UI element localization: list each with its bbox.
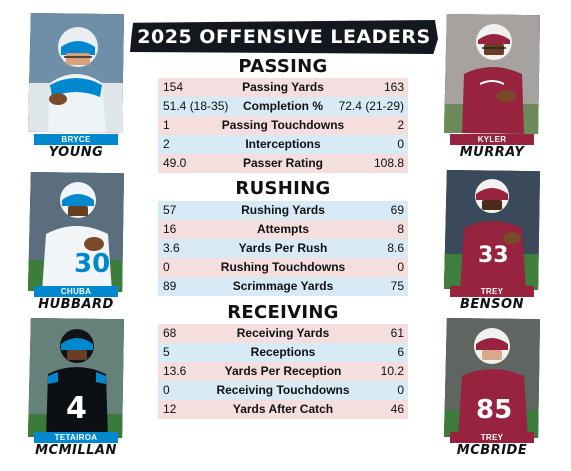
jersey-number: 30 [74, 249, 110, 279]
section-title-receiving: RECEIVING [227, 302, 339, 323]
jersey-number: 4 [66, 391, 87, 426]
right-value: 69 [390, 203, 404, 217]
player-last-name: MURRAY [459, 145, 525, 160]
stat-label: Yards Per Reception [224, 364, 342, 378]
right-value: 0 [397, 260, 404, 274]
left-value: 13.6 [163, 364, 187, 378]
page-title: 2025 OFFENSIVE LEADERS [137, 26, 431, 48]
stat-row: 68 Receiving Yards 61 [158, 324, 408, 343]
stat-row: 16 Attempts 8 [158, 220, 408, 239]
left-value: 1 [163, 118, 170, 132]
right-value: 6 [397, 345, 404, 359]
left-value: 5 [163, 345, 170, 359]
player-last-name: YOUNG [48, 145, 104, 160]
stat-label: Receptions [250, 345, 316, 359]
stat-row: 3.6 Yards Per Rush 8.6 [158, 239, 408, 258]
right-value: 0 [397, 383, 404, 397]
player-first-name: TREY [450, 286, 534, 297]
left-value: 12 [163, 402, 177, 416]
right-value: 10.2 [380, 364, 404, 378]
right-value: 2 [397, 118, 404, 132]
left-value: 49.0 [163, 156, 187, 170]
player-first-name: TETAIROA [34, 432, 118, 443]
stat-label: Passer Rating [242, 156, 324, 170]
stat-label: Receiving Touchdowns [216, 383, 350, 397]
right-value: 75 [390, 279, 404, 293]
stat-label: Attempts [256, 222, 309, 236]
stat-label: Rushing Yards [241, 203, 325, 217]
player-photo-trey-mcbride: 85 [444, 318, 540, 438]
jersey-number: 33 [478, 243, 509, 268]
right-value: 8.6 [387, 241, 404, 255]
player-photo-trey-benson: 33 [444, 170, 540, 290]
right-value: 108.8 [373, 156, 404, 170]
title-banner: 2025 OFFENSIVE LEADERS [130, 20, 438, 54]
player-photo-bryce-young [28, 13, 124, 133]
section-title-rushing: RUSHING [235, 178, 331, 199]
stat-label: Scrimmage Yards [232, 279, 334, 293]
left-value: 3.6 [163, 241, 180, 255]
left-value: 16 [163, 222, 177, 236]
stat-row: 89 Scrimmage Yards 75 [158, 277, 408, 296]
stat-row: 5 Receptions 6 [158, 343, 408, 362]
left-value: 89 [163, 279, 177, 293]
left-value: 68 [163, 326, 177, 340]
left-value: 2 [163, 137, 170, 151]
stat-label: Yards Per Rush [238, 241, 328, 255]
stat-label: Receiving Yards [236, 326, 330, 340]
right-value: 61 [390, 326, 404, 340]
left-value: 51.4 (18-35) [163, 99, 229, 113]
stat-row: 51.4 (18-35) Completion % 72.4 (21-29) [158, 97, 408, 116]
jersey-number: 85 [476, 395, 512, 425]
stat-label: Passing Touchdowns [221, 118, 345, 132]
left-value: 57 [163, 203, 177, 217]
player-photo-chuba-hubbard: 30 [28, 172, 124, 292]
section-title-passing: PASSING [238, 56, 328, 77]
right-value: 163 [383, 80, 404, 94]
stat-label: Yards After Catch [232, 402, 334, 416]
player-last-name: MCMILLAN [35, 443, 117, 458]
left-value: 154 [163, 80, 184, 94]
player-photo-kyler-murray [444, 14, 540, 134]
player-first-name: TREY [450, 432, 534, 443]
right-value: 46 [390, 402, 404, 416]
stat-label: Completion % [243, 99, 323, 113]
stat-row: 0 Receiving Touchdowns 0 [158, 381, 408, 400]
right-value: 8 [397, 222, 404, 236]
left-value: 0 [163, 260, 170, 274]
player-last-name: HUBBARD [38, 297, 114, 312]
stat-label: Interceptions [245, 137, 321, 151]
player-last-name: BENSON [460, 297, 524, 312]
stat-label: Passing Yards [242, 80, 324, 94]
right-value: 72.4 (21-29) [338, 99, 404, 113]
stat-row: 154 Passing Yards 163 [158, 78, 408, 97]
player-photo-tetairoa-mcmillan: 4 [28, 318, 124, 438]
stat-row: 12 Yards After Catch 46 [158, 400, 408, 419]
player-last-name: MCBRIDE [456, 443, 528, 458]
left-value: 0 [163, 383, 170, 397]
player-first-name: BRYCE [34, 134, 118, 145]
stat-label: Rushing Touchdowns [220, 260, 346, 274]
player-first-name: KYLER [450, 134, 534, 145]
stat-row: 13.6 Yards Per Reception 10.2 [158, 362, 408, 381]
right-value: 0 [397, 137, 404, 151]
stat-row: 2 Interceptions 0 [158, 135, 408, 154]
player-first-name: CHUBA [34, 286, 118, 297]
stat-row: 1 Passing Touchdowns 2 [158, 116, 408, 135]
stat-row: 49.0 Passer Rating 108.8 [158, 154, 408, 173]
stat-row: 0 Rushing Touchdowns 0 [158, 258, 408, 277]
stat-row: 57 Rushing Yards 69 [158, 201, 408, 220]
